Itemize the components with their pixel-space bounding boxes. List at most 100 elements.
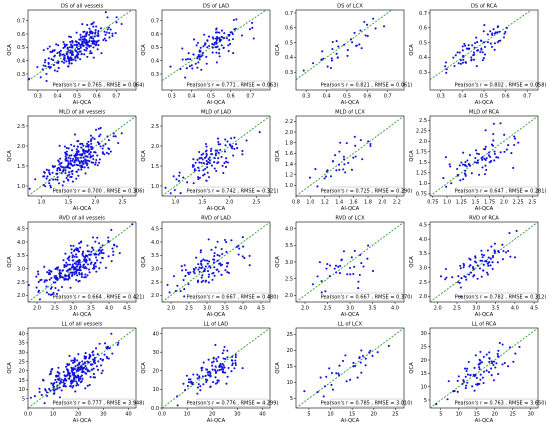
- x-tick-label: 3.0: [69, 306, 77, 312]
- data-point: [472, 275, 475, 278]
- data-point: [231, 355, 234, 358]
- data-point: [75, 163, 78, 166]
- data-point: [59, 162, 62, 165]
- data-point: [196, 377, 199, 380]
- data-point: [215, 40, 218, 44]
- data-point: [200, 161, 203, 164]
- data-point: [476, 264, 479, 267]
- data-point: [49, 186, 52, 189]
- data-point: [99, 246, 102, 249]
- data-point: [477, 153, 480, 156]
- data-point: [492, 122, 495, 125]
- data-point: [90, 142, 93, 145]
- data-point: [201, 366, 204, 369]
- data-point: [507, 249, 510, 253]
- y-tick-label: 1.6: [285, 151, 293, 157]
- x-tick-label: 25: [392, 412, 398, 418]
- data-point: [75, 177, 78, 180]
- data-point: [189, 271, 192, 274]
- data-point: [212, 356, 215, 359]
- data-point: [369, 144, 372, 148]
- data-point: [38, 298, 41, 301]
- data-point: [208, 162, 211, 165]
- data-point: [65, 269, 69, 273]
- data-point: [214, 246, 217, 249]
- data-point: [69, 49, 72, 52]
- data-point: [93, 356, 96, 360]
- data-point: [69, 40, 72, 43]
- data-point: [59, 157, 62, 160]
- data-point: [213, 254, 216, 258]
- y-tick-label: 4.5: [17, 226, 25, 232]
- data-point: [349, 378, 352, 381]
- x-tick-label: 2.0: [434, 306, 442, 312]
- plot-area: [296, 10, 393, 80]
- data-point: [461, 45, 464, 48]
- data-point: [45, 285, 48, 288]
- data-point: [86, 23, 89, 27]
- data-point: [57, 374, 60, 377]
- data-point: [56, 169, 59, 172]
- data-point: [81, 252, 84, 255]
- plot-area: [296, 328, 404, 408]
- y-tick-label: 0.5: [17, 45, 25, 51]
- data-point: [89, 30, 92, 33]
- data-point: [451, 276, 454, 279]
- data-point: [62, 170, 65, 173]
- data-point: [71, 272, 74, 275]
- data-point: [88, 153, 91, 156]
- data-point: [234, 363, 237, 367]
- data-point: [41, 378, 44, 381]
- data-point: [80, 380, 83, 383]
- data-point: [316, 391, 319, 394]
- data-point: [322, 395, 325, 398]
- data-point: [459, 62, 463, 65]
- y-axis-label: QCA: [409, 362, 415, 374]
- data-point: [86, 55, 89, 58]
- data-point: [354, 364, 357, 367]
- data-point: [93, 137, 96, 141]
- data-point: [485, 260, 488, 263]
- data-point: [447, 380, 450, 383]
- data-point: [326, 263, 329, 266]
- data-point: [76, 51, 79, 54]
- data-point: [50, 276, 53, 280]
- data-point: [67, 369, 70, 372]
- data-point: [187, 381, 191, 384]
- data-point: [225, 382, 228, 385]
- x-tick-label: 0.5: [480, 94, 488, 100]
- data-point: [56, 52, 59, 55]
- data-point: [85, 145, 88, 148]
- data-point: [214, 365, 217, 368]
- x-tick-label: 0.5: [73, 94, 81, 100]
- plot-area: [28, 328, 136, 408]
- data-point: [225, 262, 228, 265]
- data-point: [488, 261, 491, 264]
- identity-line: [162, 116, 270, 196]
- data-point: [203, 173, 206, 176]
- data-point: [234, 353, 237, 356]
- data-point: [20, 201, 22, 203]
- data-point: [75, 31, 78, 34]
- data-point: [475, 383, 478, 386]
- y-axis-label: QCA: [141, 150, 147, 162]
- x-tick-label: 2.2: [393, 200, 401, 206]
- data-point: [204, 280, 207, 283]
- data-point: [74, 268, 77, 271]
- data-point: [190, 64, 193, 67]
- x-tick-label: 3.0: [346, 306, 354, 312]
- data-point: [70, 143, 73, 146]
- data-point: [196, 66, 199, 69]
- plot-area: [162, 10, 267, 82]
- x-tick-label: 0.6: [227, 94, 235, 100]
- data-point: [208, 370, 211, 373]
- data-point: [43, 280, 46, 283]
- y-tick-label: 3.0: [17, 266, 25, 272]
- data-point: [68, 62, 71, 65]
- data-point: [95, 41, 98, 44]
- data-point: [80, 164, 83, 167]
- panel-title: RVD of LAD: [201, 216, 231, 222]
- data-point: [84, 265, 87, 269]
- data-point: [66, 364, 69, 367]
